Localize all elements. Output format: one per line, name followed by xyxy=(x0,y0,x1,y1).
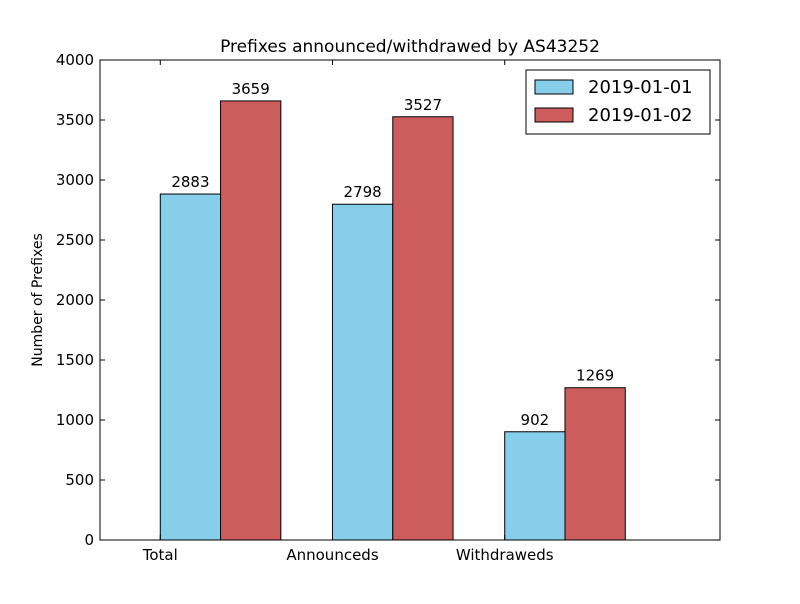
x-tick-label: Announceds xyxy=(286,546,378,564)
y-tick-label: 3000 xyxy=(56,171,94,189)
y-axis-label: Number of Prefixes xyxy=(30,233,46,366)
data-label: 2883 xyxy=(171,173,209,191)
y-tick-label: 3500 xyxy=(56,111,94,129)
y-tick-label: 500 xyxy=(65,471,94,489)
x-tick-label: Withdraweds xyxy=(456,546,554,564)
bar-2019-01-01-Withdraweds xyxy=(504,431,566,541)
y-tick-label: 4000 xyxy=(56,51,94,69)
legend: 2019-01-01 2019-01-02 xyxy=(525,69,711,135)
bar-2019-01-01-Total xyxy=(159,193,222,541)
y-tick-label: 2500 xyxy=(56,231,94,249)
data-label: 3659 xyxy=(232,80,270,98)
y-tick-label: 0 xyxy=(84,531,94,549)
legend-swatch-2019-01-01 xyxy=(534,79,574,95)
data-label: 2798 xyxy=(344,183,382,201)
bar-2019-01-02-Withdraweds xyxy=(564,387,626,541)
legend-label: 2019-01-01 xyxy=(588,77,693,98)
data-label: 3527 xyxy=(404,96,442,114)
data-label: 1269 xyxy=(576,367,614,385)
y-tick-label: 1000 xyxy=(56,411,94,429)
x-tick-label: Total xyxy=(142,546,178,564)
legend-swatch-2019-01-02 xyxy=(534,107,574,123)
legend-label: 2019-01-02 xyxy=(588,105,693,126)
plot-area: 2883 2798 902 3659 3527 1269 0 500 1000 1500 2000 2… xyxy=(56,51,721,564)
data-label: 902 xyxy=(521,411,550,429)
bar-2019-01-02-Announceds xyxy=(392,116,454,541)
y-tick-label: 1500 xyxy=(56,351,94,369)
bar-2019-01-02-Total xyxy=(220,100,282,541)
y-tick-label: 2000 xyxy=(56,291,94,309)
bar-2019-01-01-Announceds xyxy=(332,203,394,541)
chart-title: Prefixes announced/withdrawed by AS43252 xyxy=(220,37,600,57)
